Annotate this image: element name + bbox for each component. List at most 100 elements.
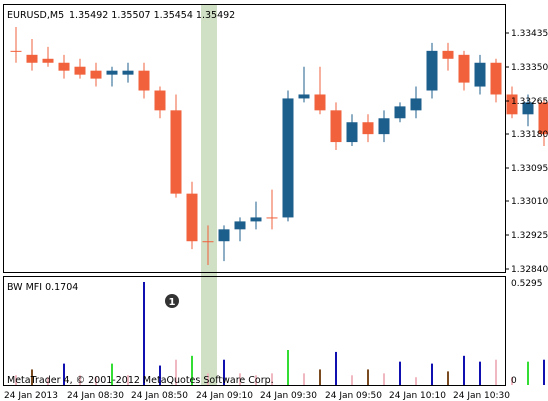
candle: [490, 58, 502, 103]
price-tick-label: 1.33265: [511, 97, 548, 107]
marker-1-badge[interactable]: 1: [165, 294, 179, 308]
candle-body: [106, 70, 118, 75]
price-tick-label: 1.32925: [511, 231, 548, 241]
candle: [362, 114, 374, 143]
candle-body: [282, 98, 294, 218]
candle: [26, 38, 38, 71]
candle: [346, 114, 358, 147]
candle: [426, 42, 438, 99]
price-axis: 1.33435 1.33350 1.33265 1.33180 1.33095 …: [505, 29, 548, 275]
candle: [10, 27, 22, 63]
candle-body: [314, 94, 326, 111]
candle: [202, 225, 214, 266]
candle: [458, 50, 470, 91]
candle-body: [154, 90, 166, 111]
candle-body: [138, 70, 150, 91]
price-tick-label: 1.33010: [511, 197, 548, 207]
candle-body: [26, 54, 38, 63]
candle: [474, 54, 486, 95]
indicator-axis-bottom: 0: [511, 376, 517, 386]
candle: [186, 181, 198, 250]
candle: [394, 102, 406, 123]
candle: [314, 66, 326, 115]
time-tick-label: 24 Jan 09:30: [260, 391, 317, 401]
candle-body: [186, 193, 198, 242]
candle-body: [170, 110, 182, 194]
candle: [378, 110, 390, 143]
time-tick-label: 24 Jan 09:10: [196, 391, 253, 401]
time-axis: 24 Jan 2013 24 Jan 08:30 24 Jan 08:50 24…: [4, 391, 510, 401]
candle-body: [410, 98, 422, 111]
time-tick-label: 24 Jan 08:30: [67, 391, 124, 401]
candle: [106, 66, 118, 87]
candle-body: [90, 70, 102, 79]
candle: [330, 102, 342, 151]
candle: [90, 62, 102, 87]
candle-body: [250, 217, 262, 222]
candle-body: [426, 50, 438, 91]
candle: [218, 225, 230, 262]
ohlc-values: 1.35492 1.35507 1.35454 1.35492: [69, 10, 235, 21]
candle: [282, 90, 294, 222]
candle-body: [58, 62, 70, 71]
price-tick-label: 1.33095: [511, 164, 548, 174]
candle-body: [202, 241, 214, 243]
candle: [74, 58, 86, 79]
candle: [234, 217, 246, 242]
candle-body: [378, 118, 390, 135]
candle: [122, 62, 134, 83]
copyright-text: MetaTrader 4, © 2001-2012 MetaQuotes Sof…: [7, 375, 274, 386]
price-tick-label: 1.33180: [511, 130, 548, 140]
candle-body: [122, 70, 134, 75]
price-tick-label: 1.32840: [511, 265, 548, 275]
candle: [538, 98, 548, 147]
symbol-timeframe: EURUSD,M5: [7, 10, 64, 21]
candle-body: [266, 217, 278, 219]
time-tick-label: 24 Jan 2013: [4, 391, 58, 401]
candle-body: [394, 106, 406, 119]
candle: [298, 66, 310, 103]
candle: [506, 86, 518, 119]
candle: [138, 62, 150, 99]
time-tick-label: 24 Jan 08:50: [131, 391, 188, 401]
highlight-band: [201, 4, 217, 386]
candle: [250, 201, 262, 230]
time-tick-label: 24 Jan 09:50: [325, 391, 382, 401]
candle: [154, 86, 166, 119]
price-tick-label: 1.33435: [511, 29, 548, 39]
time-tick-label: 24 Jan 10:30: [453, 391, 510, 401]
candle-body: [298, 94, 310, 99]
candle-body: [330, 110, 342, 143]
candle-body: [442, 50, 454, 59]
candle: [42, 46, 54, 67]
candle-body: [522, 102, 534, 115]
candle-body: [362, 122, 374, 135]
indicator-title: BW MFI 0.1704: [7, 282, 78, 293]
marker-label: 1: [169, 297, 176, 308]
indicator-axis-top: 0.5295: [511, 279, 543, 289]
indicator-panel[interactable]: [3, 276, 506, 386]
candle: [442, 42, 454, 71]
candle: [410, 86, 422, 119]
price-tick-label: 1.33350: [511, 63, 548, 73]
candle: [266, 189, 278, 230]
candle-body: [490, 62, 502, 95]
candle-body: [10, 50, 22, 52]
candle: [170, 94, 182, 198]
candle-body: [474, 62, 486, 87]
candle-body: [234, 221, 246, 230]
candle-body: [74, 66, 86, 75]
candle-body: [346, 122, 358, 143]
candle-body: [42, 58, 54, 63]
time-tick-label: 24 Jan 10:10: [389, 391, 446, 401]
candle-body: [218, 229, 230, 242]
candle: [522, 94, 534, 127]
candle-body: [458, 54, 470, 83]
price-panel[interactable]: [3, 4, 506, 273]
candle-body: [506, 94, 518, 115]
candles-layer: [10, 27, 548, 266]
candle: [58, 54, 70, 79]
candle-body: [538, 102, 548, 135]
